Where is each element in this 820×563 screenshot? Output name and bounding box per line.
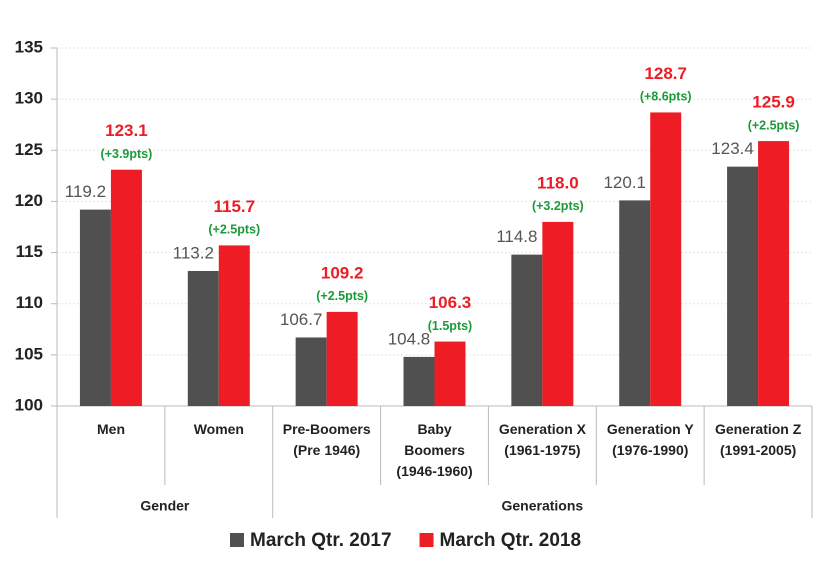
legend-label: March Qtr. 2018 [440, 530, 582, 551]
change-label: (+2.5pts) [316, 289, 368, 303]
change-label: (1.5pts) [428, 319, 472, 333]
y-tick-label: 120 [15, 191, 43, 210]
y-tick-label: 125 [15, 140, 43, 159]
bar [403, 356, 435, 406]
value-label: 119.2 [65, 182, 106, 201]
y-tick-label: 115 [16, 242, 43, 261]
value-label: 123.1 [105, 121, 148, 140]
change-label: (+2.5pts) [208, 223, 260, 237]
value-label: 104.8 [388, 329, 431, 348]
y-tick-label: 110 [16, 293, 43, 312]
group-label: Gender [140, 498, 190, 514]
y-tick-label: 130 [15, 89, 43, 108]
x-tick-label: Baby Boomers (1946-1960) [396, 421, 473, 479]
value-label: 109.2 [321, 263, 364, 282]
value-label: 128.7 [644, 64, 687, 83]
value-label: 123.4 [711, 139, 754, 158]
x-tick-label: Generation X (1961-1975) [498, 421, 586, 458]
bar [758, 141, 790, 406]
bar [295, 337, 327, 406]
bar [511, 254, 543, 406]
value-label: 120.1 [603, 173, 646, 192]
x-tick-label: Generation Y (1976-1990) [606, 421, 694, 458]
bar [218, 245, 250, 406]
legend-label: March Qtr. 2017 [250, 530, 392, 551]
value-label: 115.7 [213, 197, 255, 216]
change-label: (+8.6pts) [640, 90, 692, 104]
bar [79, 209, 111, 406]
legend-swatch [230, 533, 244, 547]
value-label: 106.3 [429, 293, 472, 312]
y-tick-label: 105 [15, 344, 43, 363]
x-tick-label: Generation Z (1991-2005) [714, 421, 802, 458]
change-label: (+3.2pts) [532, 199, 584, 213]
bar [619, 200, 651, 406]
value-label: 114.8 [496, 227, 537, 246]
bar [110, 169, 142, 406]
x-tick-label: Women [193, 421, 244, 437]
change-label: (+2.5pts) [748, 118, 800, 132]
bar [542, 221, 574, 406]
value-label: 118.0 [537, 173, 579, 192]
bar [434, 341, 466, 406]
y-tick-label: 100 [15, 395, 43, 414]
group-label: Generations [502, 498, 584, 514]
value-label: 125.9 [752, 93, 795, 112]
value-label: 106.7 [280, 310, 323, 329]
x-tick-label: Men [97, 421, 125, 437]
value-label: 113.2 [173, 243, 214, 262]
y-tick-label: 135 [15, 37, 43, 56]
bar [326, 311, 358, 406]
legend-swatch [419, 533, 434, 547]
change-label: (+3.9pts) [101, 147, 153, 161]
bar [727, 166, 759, 406]
bar [650, 112, 682, 406]
x-tick-label: Pre-Boomers (Pre 1946) [282, 421, 371, 458]
bar [187, 270, 219, 406]
